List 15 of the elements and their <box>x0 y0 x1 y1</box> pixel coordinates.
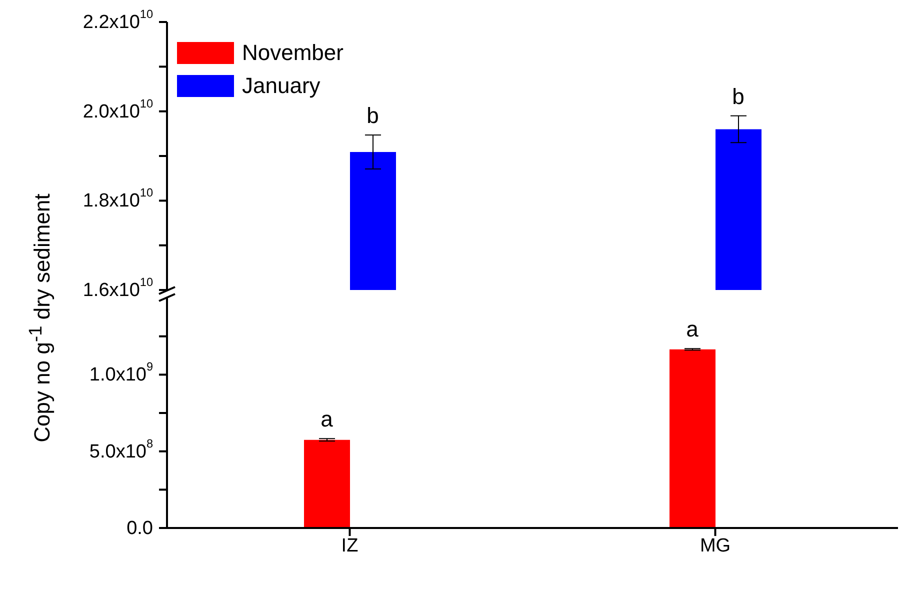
y-tick-label: 2.0x10$^{10}$ <box>82 98 154 122</box>
y-tick-label: 5.0x10$^{8}$ <box>89 438 154 462</box>
legend-label: January <box>242 72 320 98</box>
y-tick-label: 0.0 <box>126 518 153 538</box>
y-tick-label: 1.0x10$^{9}$ <box>89 360 153 386</box>
annotation: b <box>366 103 379 128</box>
y-tick-label: 1.6x10$^{10}$ <box>82 276 154 300</box>
legend-label: November <box>242 40 344 66</box>
annotation: a <box>686 316 700 342</box>
annotation: b <box>732 84 744 109</box>
x-tick-label: IZ <box>341 535 359 556</box>
y-tick-label: 1.8x10$^{10}$ <box>82 186 154 212</box>
y-tick-label: 2.2x10$^{10}$ <box>82 8 154 32</box>
x-tick-label: MG <box>700 535 731 556</box>
annotation: a <box>320 406 334 432</box>
